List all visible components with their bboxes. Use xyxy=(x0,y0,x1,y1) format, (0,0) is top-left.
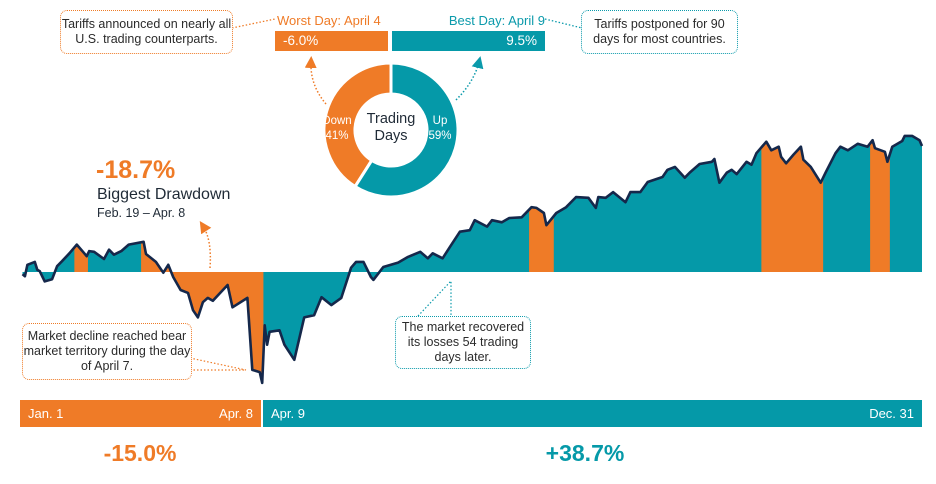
recovery-callout: The market recovered its losses 54 tradi… xyxy=(395,316,531,369)
up-name: Up xyxy=(432,115,448,127)
drawdown-title: Biggest Drawdown xyxy=(97,186,231,203)
period-1-return: -15.0% xyxy=(103,440,177,466)
price-line xyxy=(21,134,924,385)
worst-day-label: Worst Day: April 4 xyxy=(277,13,381,28)
period-2-start: Apr. 9 xyxy=(271,406,305,421)
drawdown-value: -18.7% xyxy=(96,156,176,184)
period-2-return: +38.7% xyxy=(545,440,625,466)
best-arrow xyxy=(455,56,484,101)
worst-day-bar: -6.0% xyxy=(275,31,388,51)
down-name: Down xyxy=(322,115,352,127)
donut-down-label: Down 41% xyxy=(321,114,353,144)
donut-center-title: Trading Days xyxy=(366,111,416,144)
area-up xyxy=(22,135,922,383)
bear-connector xyxy=(189,357,247,371)
bear-market-callout: Market decline reached bear market terri… xyxy=(22,323,192,380)
donut-slice-up xyxy=(353,61,460,199)
period-2-end: Dec. 31 xyxy=(869,406,914,421)
period-2-bar: Apr. 9 Dec. 31 xyxy=(263,400,922,427)
best-day-callout: Tariffs postponed for 90 days for most c… xyxy=(581,10,738,54)
drawdown-range: Feb. 19 – Apr. 8 xyxy=(97,206,186,220)
donut-up-label: Up 59% xyxy=(424,114,456,144)
best-day-bar: 9.5% xyxy=(392,31,545,51)
donut-slice-down xyxy=(322,61,393,189)
trading-days-donut xyxy=(322,61,460,199)
drawdown-arrow xyxy=(199,220,212,269)
period-1-end: Apr. 8 xyxy=(219,406,253,421)
recover-connector xyxy=(417,279,452,317)
down-pct: 41% xyxy=(325,130,349,142)
best-connector xyxy=(544,18,583,29)
period-1-start: Jan. 1 xyxy=(28,406,64,421)
worst-arrow xyxy=(304,56,327,105)
best-day-label: Best Day: April 9 xyxy=(448,13,545,28)
up-pct: 59% xyxy=(428,130,452,142)
worst-day-callout: Tariffs announced on nearly all U.S. tra… xyxy=(60,10,233,54)
period-1-bar: Jan. 1 Apr. 8 xyxy=(20,400,261,427)
worst-connector xyxy=(231,18,276,29)
